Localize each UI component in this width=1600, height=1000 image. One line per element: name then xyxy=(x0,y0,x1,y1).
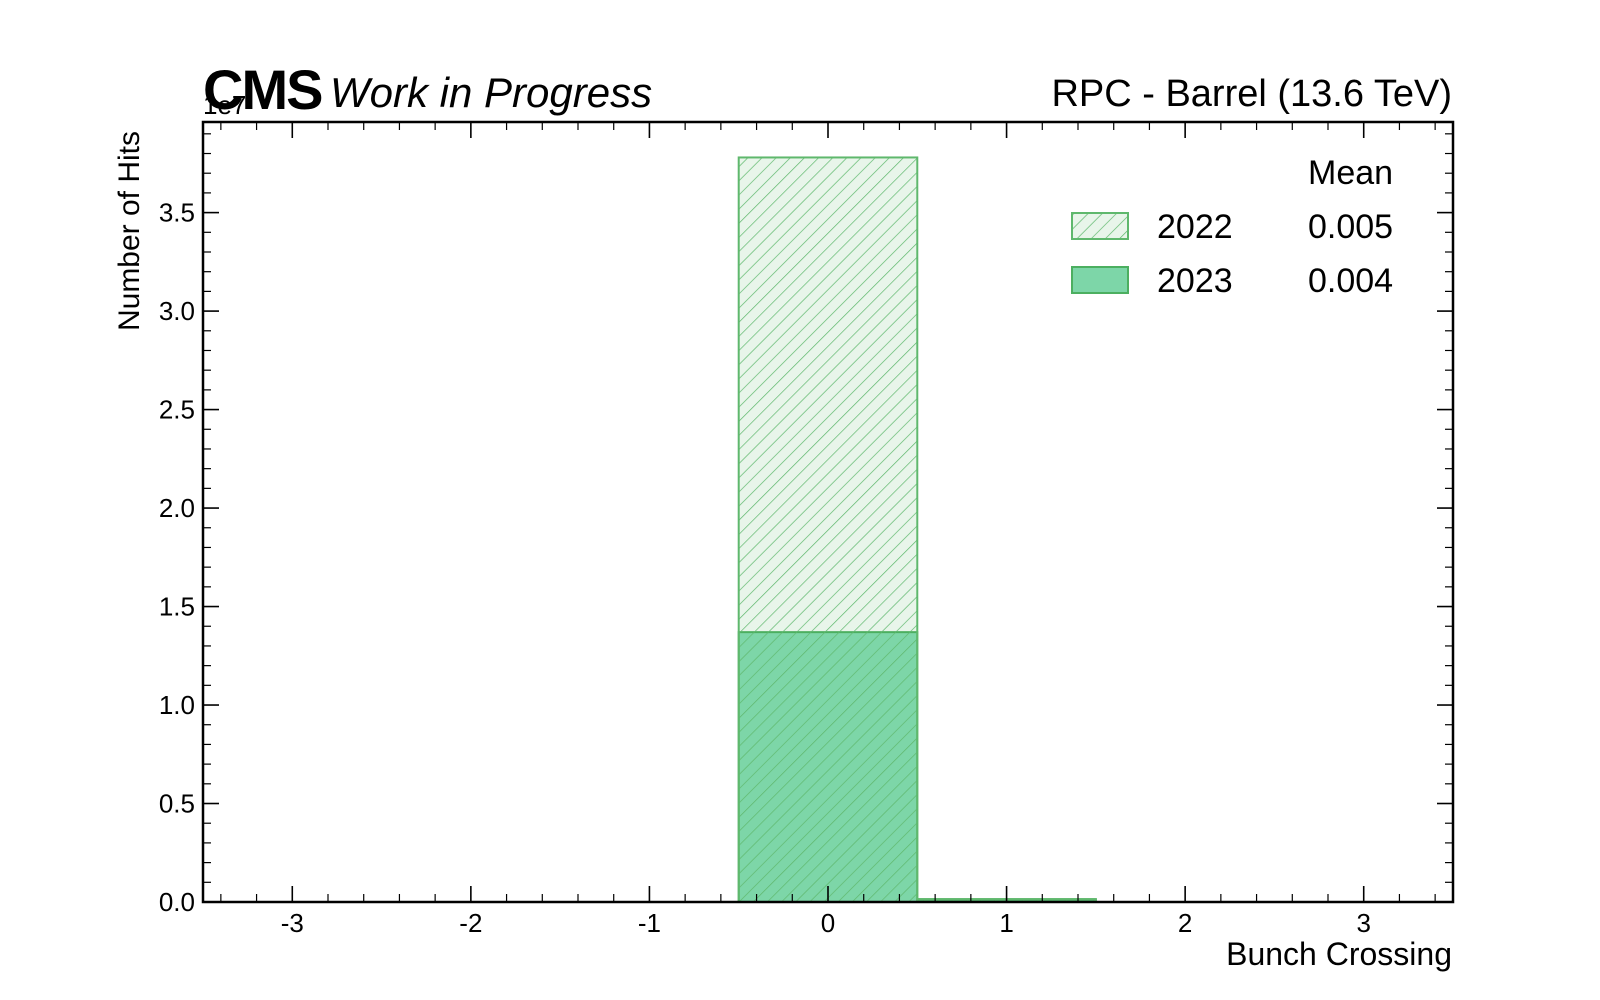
y-tick-label: 2.5 xyxy=(159,395,195,425)
x-tick-label: 1 xyxy=(999,908,1013,938)
y-tick-label: 1.5 xyxy=(159,592,195,622)
x-tick-label: -2 xyxy=(459,908,482,938)
legend-swatch-hatch xyxy=(1071,212,1129,240)
x-axis-label: Bunch Crossing xyxy=(1226,936,1452,972)
y-tick-label: 3.5 xyxy=(159,198,195,228)
y-tick-label: 0.5 xyxy=(159,789,195,819)
y-tick-label: 3.0 xyxy=(159,296,195,326)
y-tick-label: 0.0 xyxy=(159,887,195,917)
legend-mean: 0.004 xyxy=(1308,262,1393,300)
plot-frame xyxy=(201,120,1455,904)
legend-swatch-2023 xyxy=(1071,266,1129,294)
x-axis-ticks: -3 -2 -1 0 1 2 3 xyxy=(220,122,1436,938)
x-tick-label: 2 xyxy=(1178,908,1192,938)
legend-label: 2023 xyxy=(1157,262,1233,300)
y-axis-label: Number of Hits xyxy=(113,130,146,332)
legend-header: Mean xyxy=(1308,154,1393,192)
y-axis-offset-label: 1e7 xyxy=(203,90,247,120)
experiment-label: CMS xyxy=(203,58,323,121)
x-tick-label: 3 xyxy=(1356,908,1370,938)
legend-label: 2022 xyxy=(1157,208,1233,246)
legend: Mean 2022 0.005 2023 0.004 xyxy=(1071,154,1393,300)
histogram-bars xyxy=(737,156,1097,904)
bar-2022 xyxy=(737,156,919,904)
status-label: Work in Progress xyxy=(330,69,653,116)
y-axis-ticks: 0.0 0.5 1.0 1.5 2.0 2.5 3.0 3.5 xyxy=(159,133,1453,917)
y-tick-label: 2.0 xyxy=(159,493,195,523)
legend-mean: 0.005 xyxy=(1308,208,1393,246)
x-tick-label: -1 xyxy=(638,908,661,938)
x-tick-label: 0 xyxy=(821,908,835,938)
y-tick-label: 1.0 xyxy=(159,690,195,720)
x-tick-label: -3 xyxy=(281,908,304,938)
plot-right-title: RPC - Barrel (13.6 TeV) xyxy=(1051,73,1452,115)
